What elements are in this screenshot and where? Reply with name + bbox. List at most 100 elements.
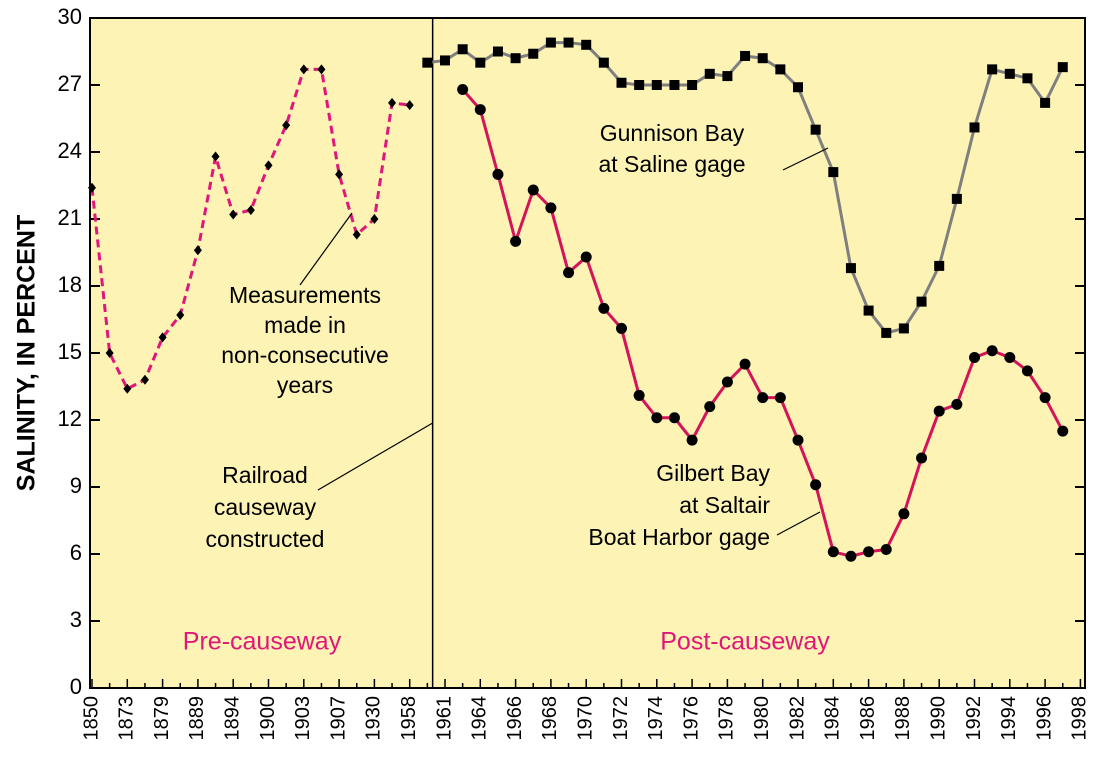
marker — [828, 167, 839, 178]
marker — [545, 37, 556, 48]
marker — [352, 229, 361, 240]
marker — [722, 71, 733, 82]
annotation: at Saltair — [679, 492, 770, 518]
marker — [863, 546, 875, 558]
marker — [1057, 62, 1068, 73]
marker — [492, 168, 504, 180]
marker — [987, 64, 998, 75]
marker — [598, 302, 610, 314]
marker — [370, 214, 379, 224]
plot-background — [90, 18, 1085, 688]
marker — [669, 80, 680, 90]
marker — [193, 245, 202, 256]
x-tick-label: 1907 — [327, 696, 349, 741]
y-tick-label: 9 — [70, 473, 82, 498]
marker — [581, 39, 592, 50]
x-tick-label: 1889 — [186, 696, 208, 741]
y-tick-label: 15 — [58, 339, 82, 364]
marker — [916, 296, 927, 307]
x-tick-label: 1850 — [80, 696, 102, 741]
marker — [88, 182, 96, 193]
x-tick-label: 1994 — [998, 696, 1020, 741]
marker — [105, 348, 114, 358]
x-tick-label: 1978 — [716, 696, 738, 741]
marker — [845, 550, 857, 562]
marker — [527, 184, 539, 196]
marker — [933, 405, 945, 417]
x-tick-label: 1961 — [433, 696, 455, 741]
marker — [792, 434, 804, 446]
marker — [246, 205, 255, 216]
x-tick-label: 1930 — [363, 696, 385, 741]
marker — [457, 83, 469, 95]
marker — [422, 57, 433, 68]
leader-line — [317, 422, 433, 491]
y-tick-label: 24 — [58, 138, 82, 163]
marker — [651, 412, 663, 424]
marker — [211, 151, 220, 162]
x-tick-label: 1974 — [645, 696, 667, 741]
marker — [528, 48, 539, 59]
annotation: Boat Harbor gage — [588, 524, 770, 550]
marker — [740, 50, 751, 61]
x-tick-label: 1992 — [963, 696, 985, 741]
marker — [440, 55, 450, 66]
plot-frame — [89, 17, 1086, 689]
y-tick-label: 30 — [58, 4, 82, 29]
annotation: at Saline gage — [598, 151, 745, 177]
marker — [845, 263, 856, 274]
x-tick-label: 1990 — [927, 696, 949, 741]
marker — [176, 310, 185, 321]
annotation: constructed — [206, 526, 325, 552]
marker — [721, 376, 733, 388]
y-tick-label: 0 — [70, 674, 82, 699]
marker — [934, 260, 945, 271]
marker — [1004, 68, 1015, 79]
x-tick-label: 1873 — [116, 696, 138, 741]
region-label: Post-causeway — [660, 628, 830, 656]
marker — [1004, 351, 1016, 363]
annotation: Railroad — [222, 462, 308, 488]
marker — [1039, 392, 1051, 404]
marker — [616, 77, 627, 88]
annotation: Measurements — [229, 282, 381, 308]
marker — [757, 392, 769, 404]
region-label: Pre-causeway — [183, 628, 342, 656]
marker — [1022, 73, 1033, 84]
marker — [492, 46, 503, 57]
y-tick-label: 18 — [58, 272, 82, 297]
marker — [1040, 97, 1051, 108]
marker — [898, 323, 909, 334]
marker — [863, 305, 874, 316]
x-tick-label: 1903 — [292, 696, 314, 741]
marker — [545, 202, 557, 214]
marker — [757, 53, 768, 64]
y-tick-label: 12 — [58, 406, 82, 431]
x-tick-label: 1972 — [610, 696, 632, 741]
marker — [827, 546, 839, 558]
x-tick-label: 1998 — [1069, 696, 1091, 741]
x-tick-label: 1996 — [1033, 696, 1055, 741]
marker — [474, 104, 486, 116]
marker — [335, 169, 344, 180]
marker — [951, 398, 963, 410]
x-tick-label: 1970 — [574, 696, 596, 741]
marker — [282, 120, 291, 131]
marker — [140, 374, 149, 385]
marker — [633, 389, 645, 401]
x-tick-label: 1966 — [504, 696, 526, 741]
marker — [775, 64, 786, 75]
y-tick-label: 6 — [70, 540, 82, 565]
y-tick-label: 3 — [70, 607, 82, 632]
marker — [510, 235, 522, 247]
marker — [969, 122, 980, 133]
annotation: made in — [264, 312, 346, 338]
marker — [668, 412, 680, 424]
x-tick-label: 1879 — [151, 696, 173, 741]
marker — [951, 193, 962, 204]
leader-line — [782, 147, 829, 171]
marker — [686, 434, 698, 446]
marker — [229, 209, 238, 220]
x-tick-label: 1968 — [539, 696, 561, 741]
